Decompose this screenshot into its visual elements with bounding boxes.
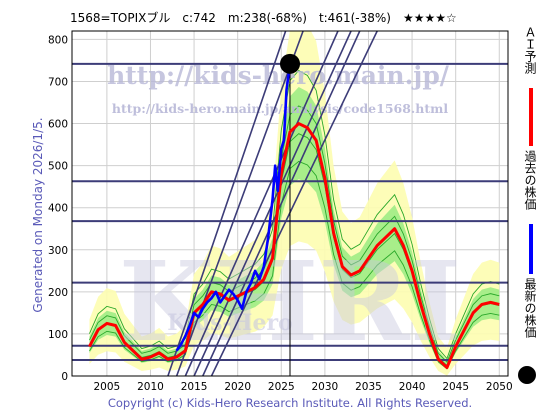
chart-header: 1568=TOPIXブル c:742 m:238(-68%) t:461(-38%) ★… — [70, 9, 510, 26]
legend-item-latest: 最新の株価 — [514, 278, 554, 388]
forecast-scenario-line — [89, 105, 500, 363]
x-tick-label: 2035 — [355, 381, 382, 393]
x-tick-label: 2020 — [224, 381, 251, 393]
x-tick-label: 2030 — [312, 381, 339, 393]
watermark-url-main: http://kids-hero.main.jp/ — [107, 61, 450, 90]
forecast-scenario-line — [89, 69, 500, 360]
x-tick-label: 2040 — [399, 381, 426, 393]
stock-code-label: 1568=TOPIXブル — [70, 11, 171, 25]
target-price-label: t:461(-38%) — [318, 11, 391, 25]
y-tick-label: 700 — [48, 76, 68, 88]
trend-line — [202, 31, 361, 376]
forecast-scenario-line — [89, 160, 500, 370]
y-tick-label: 600 — [48, 119, 68, 131]
x-tick-label: 2045 — [442, 381, 469, 393]
x-tick-label: 2015 — [181, 381, 208, 393]
trend-line — [175, 31, 304, 376]
legend-label-latest: 最新の株価 — [523, 278, 537, 338]
legend-item-forecast: ＡＩ予測 — [514, 26, 554, 146]
y-tick-label: 300 — [48, 245, 68, 257]
series-line-past — [175, 63, 292, 352]
legend-swatch-past — [529, 224, 533, 274]
y-tick-label: 0 — [61, 371, 68, 383]
watermark-url-analysis: http://kids-hero.main.jp/analysis/code15… — [112, 101, 448, 116]
series-line-forecast — [88, 122, 500, 370]
min-price-label: m:238(-68%) — [227, 11, 307, 25]
x-tick-label: 2010 — [137, 381, 164, 393]
y-tick-label: 200 — [48, 287, 68, 299]
y-tick-label: 400 — [48, 203, 68, 215]
y-tick-label: 500 — [48, 161, 68, 173]
legend-item-past: 過去の株価 — [514, 150, 554, 274]
legend-label-past: 過去の株価 — [523, 150, 537, 210]
x-tick-label: 2050 — [486, 381, 513, 393]
y-tick-label: 100 — [48, 329, 68, 341]
trend-line — [184, 31, 339, 376]
legend-marker-latest — [518, 366, 536, 384]
plot-group: KHRIhttp://kids-hero.main.jp/http://kids… — [72, 31, 508, 376]
trend-line — [210, 31, 378, 376]
plot-frame — [71, 30, 509, 377]
legend-swatch-forecast — [529, 88, 533, 146]
current-price-label: c:742 — [182, 11, 216, 25]
x-tick-label: 2005 — [94, 381, 121, 393]
copyright-footer: Copyright (c) Kids-Hero Research Institu… — [107, 396, 473, 410]
legend-label-forecast: ＡＩ予測 — [523, 26, 537, 74]
latest-price-marker — [280, 53, 300, 74]
generated-date-label: Generated on Monday 2026/1/5. — [31, 117, 45, 313]
legend: ＡＩ予測 過去の株価 最新の株価 — [514, 26, 554, 386]
x-tick-label: 2025 — [268, 381, 295, 393]
trend-line — [167, 31, 287, 376]
rating-stars: ★★★★☆ — [402, 11, 457, 25]
y-tick-label: 800 — [48, 34, 68, 46]
